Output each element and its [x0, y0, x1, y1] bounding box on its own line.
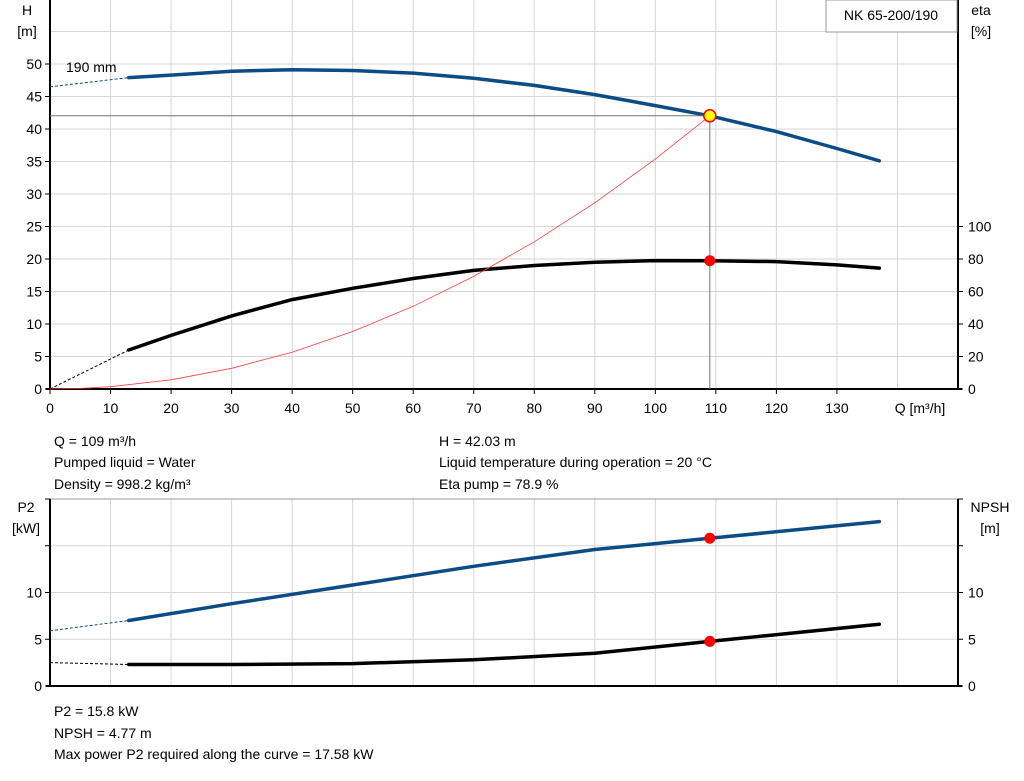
x-axis-label: Q [m³/h]	[895, 400, 946, 416]
y-axis-label: [kW]	[12, 520, 40, 536]
duty-point-npsh	[704, 635, 716, 647]
x-tick-label: 10	[103, 400, 119, 416]
info-density: Density = 998.2 kg/m³	[54, 476, 191, 492]
info-eta: Eta pump = 78.9 %	[439, 476, 558, 492]
x-tick-label: 40	[284, 400, 300, 416]
y2-tick-label: 0	[968, 381, 976, 397]
y-tick-label: 5	[34, 349, 42, 365]
power-npsh-chart: 0 0 5 5 10 10 P2 [kW] NPSH [m]	[12, 498, 1010, 694]
x-tick-label: 90	[587, 400, 603, 416]
info-p2: P2 = 15.8 kW	[54, 703, 139, 719]
impeller-diameter-label: 190 mm	[66, 59, 117, 75]
info-q: Q = 109 m³/h	[54, 433, 136, 449]
y-tick-label: 10	[26, 316, 42, 332]
y2-tick-label: 5	[968, 631, 976, 647]
info-temperature: Liquid temperature during operation = 20…	[439, 454, 712, 470]
info-max-p2: Max power P2 required along the curve = …	[54, 746, 374, 762]
info-liquid: Pumped liquid = Water	[54, 454, 196, 470]
p2-curve	[126, 519, 882, 623]
y-tick-label: 25	[26, 219, 42, 235]
y-tick-label: 40	[26, 121, 42, 137]
npsh-curve-extrapolation	[49, 662, 129, 665]
y2-tick-label: 20	[968, 349, 984, 365]
duty-point-eta	[704, 255, 716, 267]
p2-curve-extrapolation	[49, 620, 129, 632]
y-tick-label: 30	[26, 186, 42, 202]
y2-tick-label: 100	[968, 219, 992, 235]
y-axis-label: P2	[17, 499, 34, 515]
info-h: H = 42.03 m	[439, 433, 516, 449]
duty-point-p2	[704, 532, 716, 544]
y-tick-label: 0	[34, 678, 42, 694]
x-tick-label: 30	[224, 400, 240, 416]
y-tick-label: 45	[26, 89, 42, 105]
y2-axis-label: [m]	[980, 520, 999, 536]
x-tick-label: 60	[405, 400, 421, 416]
x-tick-label: 50	[345, 400, 361, 416]
y-tick-label: 35	[26, 154, 42, 170]
y-axis-label: H	[22, 2, 32, 18]
y-tick-label: 50	[26, 56, 42, 72]
eta-curve-extrapolation	[49, 349, 129, 390]
x-tick-label: 130	[825, 400, 849, 416]
head-eta-chart: 0 5 10 15 20 25 30 35 40 45 50 H [m] eta [%] 0 20 40 60 80 1…	[17, 0, 992, 416]
y2-tick-label: 40	[968, 316, 984, 332]
y2-axis-label: eta	[971, 2, 991, 18]
duty-point-head	[703, 109, 717, 123]
y2-tick-label: 10	[968, 585, 984, 601]
x-tick-label: 120	[765, 400, 789, 416]
system-curve	[49, 115, 711, 390]
y2-axis-label: NPSH	[971, 499, 1010, 515]
x-tick-label: 80	[526, 400, 542, 416]
info-npsh: NPSH = 4.77 m	[54, 725, 152, 741]
chart-title: NK 65-200/190	[844, 7, 938, 23]
y-tick-label: 20	[26, 251, 42, 267]
x-tick-label: 70	[466, 400, 482, 416]
y2-axis-label: [%]	[971, 23, 991, 39]
y-tick-label: 10	[26, 585, 42, 601]
y2-tick-label: 80	[968, 251, 984, 267]
npsh-curve	[126, 622, 882, 667]
x-tick-label: 110	[705, 400, 728, 416]
head-curve-extrapolation	[49, 77, 129, 88]
y2-tick-label: 60	[968, 284, 984, 300]
y-axis-label: [m]	[17, 23, 36, 39]
x-tick-label: 0	[46, 400, 54, 416]
y-tick-label: 15	[26, 284, 42, 300]
head-curve	[126, 68, 882, 163]
eta-curve	[126, 258, 882, 352]
x-tick-label: 20	[163, 400, 179, 416]
y-tick-label: 5	[34, 631, 42, 647]
y-tick-label: 0	[34, 381, 42, 397]
y2-tick-label: 0	[968, 678, 976, 694]
title-box	[825, 0, 958, 33]
x-tick-label: 100	[644, 400, 668, 416]
